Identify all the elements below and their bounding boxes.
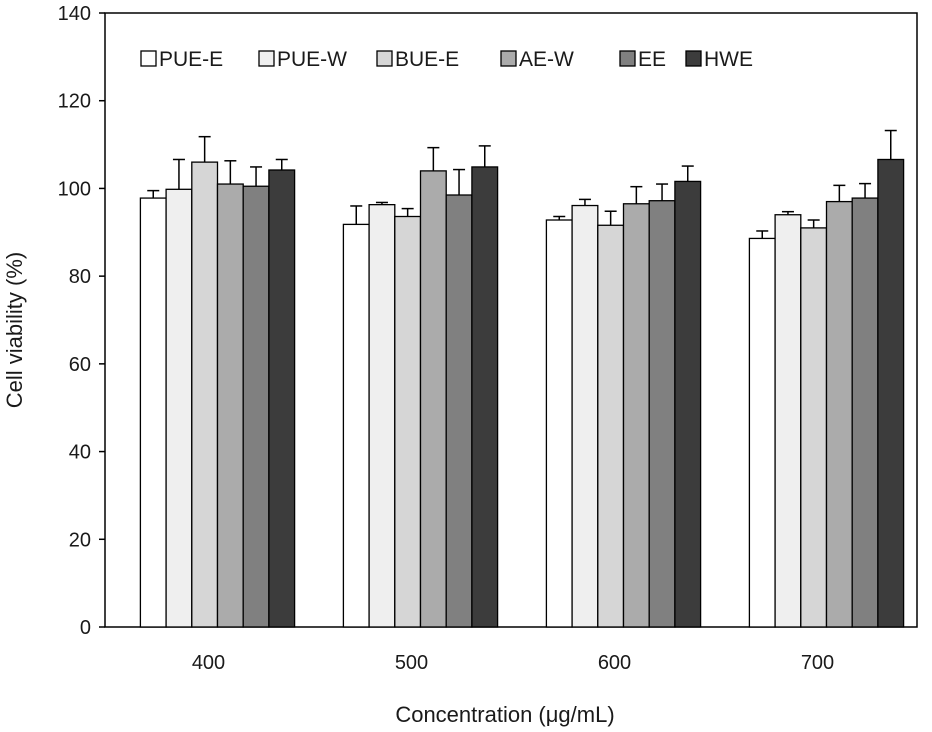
y-tick-label: 60: [69, 354, 91, 376]
legend-label-hwe: HWE: [704, 48, 753, 71]
bar-bue-e-600: [597, 224, 625, 628]
y-tick-label: 120: [58, 91, 91, 113]
bar-bue-e-400: [191, 161, 219, 628]
legend-swatch-bue-e: [376, 50, 393, 67]
bar-pue-e-700: [748, 237, 776, 628]
bar-ae-w-600: [622, 203, 650, 628]
y-tick-label: 0: [80, 617, 91, 639]
bar-bue-e-500: [394, 215, 422, 628]
bar-hwe-400: [268, 169, 296, 628]
bar-ae-w-400: [216, 183, 244, 628]
bar-ae-w-700: [825, 200, 853, 628]
legend-swatch-pue-e: [140, 50, 157, 67]
bar-ee-700: [851, 197, 879, 628]
bar-pue-w-500: [368, 204, 396, 628]
legend-label-pue-e: PUE-E: [159, 48, 223, 71]
y-tick-label: 140: [58, 3, 91, 25]
y-axis-title: Cell viability (%): [2, 252, 27, 408]
y-tick-label: 100: [58, 178, 91, 200]
y-tick-label: 20: [69, 529, 91, 551]
bar-ae-w-500: [419, 170, 447, 628]
bar-bue-e-700: [800, 227, 828, 628]
bar-ee-600: [648, 200, 676, 628]
bar-hwe-600: [674, 180, 702, 628]
bar-ee-400: [242, 185, 270, 628]
bar-pue-w-600: [571, 204, 599, 628]
bar-pue-e-500: [342, 223, 370, 628]
y-tick-label: 40: [69, 442, 91, 464]
legend-swatch-pue-w: [258, 50, 275, 67]
x-tick-label: 400: [192, 652, 225, 674]
legend-swatch-ee: [619, 50, 636, 67]
x-tick-label: 600: [598, 652, 631, 674]
legend-label-pue-w: PUE-W: [277, 48, 347, 71]
bar-ee-500: [445, 194, 473, 628]
bar-pue-w-400: [165, 188, 193, 628]
y-tick-label: 80: [69, 266, 91, 288]
legend-label-ae-w: AE-W: [519, 48, 574, 71]
x-tick-label: 700: [801, 652, 834, 674]
legend-label-ee: EE: [638, 48, 666, 71]
bar-hwe-700: [877, 158, 905, 628]
bar-hwe-500: [471, 166, 499, 628]
bar-pue-e-400: [139, 197, 167, 628]
legend-label-bue-e: BUE-E: [395, 48, 459, 71]
plot-area-border: [104, 12, 918, 628]
x-axis-title: Concentration (μg/mL): [395, 702, 614, 727]
legend-swatch-ae-w: [500, 50, 517, 67]
legend-swatch-hwe: [685, 50, 702, 67]
x-tick-label: 500: [395, 652, 428, 674]
bar-pue-w-700: [774, 214, 802, 628]
bar-pue-e-600: [545, 219, 573, 628]
